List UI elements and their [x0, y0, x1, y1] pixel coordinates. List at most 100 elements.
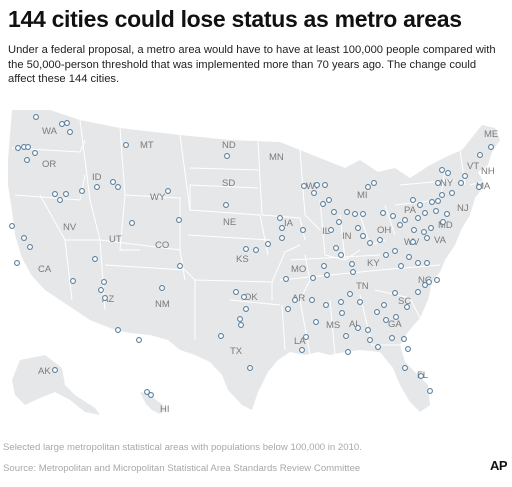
city-marker: [410, 239, 416, 245]
svg-text:VT: VT: [467, 161, 479, 172]
city-marker: [488, 144, 494, 150]
city-marker: [237, 316, 243, 322]
city-marker: [303, 334, 309, 340]
city-marker: [218, 333, 224, 339]
city-marker: [462, 173, 468, 179]
city-marker: [224, 153, 230, 159]
city-marker: [449, 190, 455, 196]
city-marker: [402, 365, 408, 371]
svg-text:VA: VA: [434, 235, 447, 246]
city-marker: [345, 349, 351, 355]
city-marker: [102, 295, 108, 301]
city-marker: [392, 290, 398, 296]
svg-text:HI: HI: [160, 404, 170, 415]
city-marker: [445, 170, 451, 176]
city-marker: [323, 302, 329, 308]
city-marker: [176, 217, 182, 223]
city-marker: [21, 235, 27, 241]
city-marker: [381, 302, 387, 308]
state-borders: [11, 119, 491, 356]
svg-text:OH: OH: [377, 225, 391, 236]
city-marker: [338, 252, 344, 258]
ap-logo: AP: [490, 458, 508, 473]
city-marker: [402, 217, 408, 223]
city-marker: [422, 282, 428, 288]
city-marker: [349, 261, 355, 267]
city-marker: [115, 327, 121, 333]
city-marker: [350, 269, 356, 275]
city-marker: [52, 367, 58, 373]
city-marker: [57, 197, 63, 203]
svg-text:KY: KY: [367, 258, 380, 269]
city-marker: [398, 263, 404, 269]
land-layer: [8, 110, 500, 415]
city-marker: [70, 278, 76, 284]
city-marker: [136, 337, 142, 343]
city-marker: [321, 263, 327, 269]
city-marker: [418, 373, 424, 379]
city-marker: [247, 365, 253, 371]
city-marker: [324, 272, 330, 278]
city-marker: [67, 129, 73, 135]
svg-text:IA: IA: [284, 218, 294, 229]
svg-text:MO: MO: [291, 264, 306, 275]
city-marker: [444, 211, 450, 217]
city-marker: [52, 191, 58, 197]
city-marker: [314, 182, 320, 188]
city-marker: [277, 215, 283, 221]
city-marker: [33, 114, 39, 120]
city-marker: [422, 210, 428, 216]
city-marker: [265, 241, 271, 247]
city-marker: [415, 260, 421, 266]
city-marker: [243, 246, 249, 252]
city-marker: [377, 237, 383, 243]
city-marker: [371, 180, 377, 186]
city-marker: [404, 304, 410, 310]
city-marker: [320, 201, 326, 207]
city-marker: [313, 319, 319, 325]
svg-text:IN: IN: [342, 231, 352, 242]
city-marker: [301, 183, 307, 189]
svg-text:UT: UT: [109, 234, 122, 245]
city-marker: [148, 392, 154, 398]
city-marker: [343, 333, 349, 339]
alaska-land: [12, 355, 100, 415]
svg-text:IL: IL: [322, 226, 330, 237]
city-marker: [477, 152, 483, 158]
city-marker: [357, 299, 363, 305]
city-marker: [165, 188, 171, 194]
city-marker: [32, 150, 38, 156]
svg-text:NV: NV: [63, 222, 77, 233]
city-marker: [300, 227, 306, 233]
city-marker: [355, 225, 361, 231]
svg-text:AZ: AZ: [102, 294, 114, 305]
city-marker: [243, 306, 249, 312]
svg-text:OR: OR: [42, 159, 56, 170]
city-marker: [397, 222, 403, 228]
city-marker: [238, 322, 244, 328]
city-marker: [367, 240, 373, 246]
svg-text:ID: ID: [92, 172, 102, 183]
city-marker: [435, 180, 441, 186]
city-marker: [421, 229, 427, 235]
city-marker: [64, 120, 70, 126]
city-marker: [439, 167, 445, 173]
city-marker: [110, 179, 116, 185]
city-marker: [98, 287, 104, 293]
svg-text:MA: MA: [476, 181, 491, 192]
city-marker: [393, 314, 399, 320]
city-marker: [435, 198, 441, 204]
city-marker: [15, 145, 21, 151]
city-marker: [439, 192, 445, 198]
city-marker: [433, 208, 439, 214]
svg-text:NC: NC: [418, 275, 432, 286]
city-marker: [360, 211, 366, 217]
city-marker: [389, 335, 395, 341]
city-marker: [322, 182, 328, 188]
page-title: 144 cities could lose status as metro ar…: [8, 6, 462, 32]
city-marker: [355, 325, 361, 331]
city-marker: [333, 245, 339, 251]
city-marker: [233, 289, 239, 295]
city-marker: [411, 227, 417, 233]
city-marker: [367, 337, 373, 343]
